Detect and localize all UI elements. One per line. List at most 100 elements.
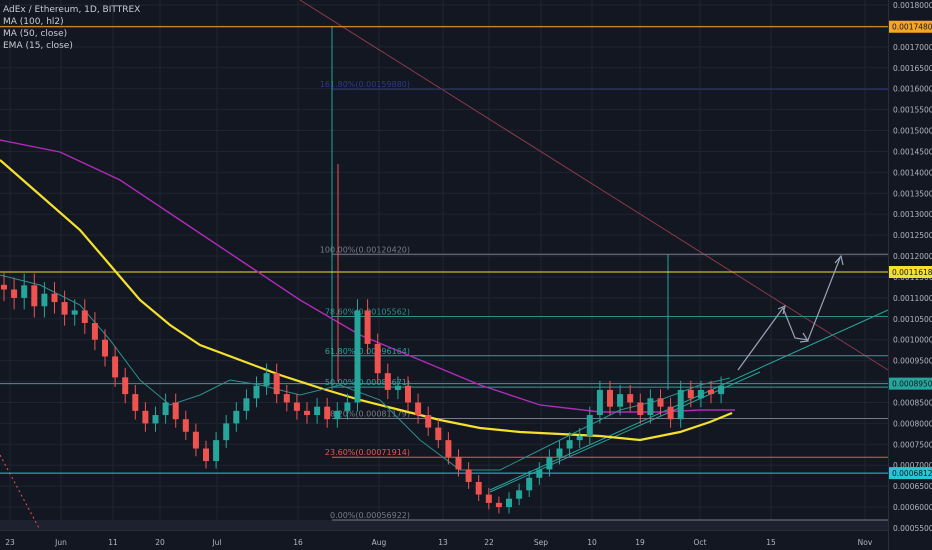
price-tags: 0.00174802 0.00116183 0.00089507 0.00068123 [889, 20, 932, 480]
trend-lines [0, 0, 889, 531]
price-tick-label: 0.00055000 [893, 524, 932, 533]
candle-body [182, 419, 189, 432]
candle-body [364, 310, 371, 344]
fib-label: 50.00%(0.00088671) [325, 378, 410, 387]
candle-body [51, 293, 58, 303]
candle-body [81, 310, 88, 323]
time-tick-label: Jul [211, 538, 221, 547]
fib-label: 0.00%(0.00056922) [330, 511, 410, 520]
ma50-legend[interactable]: MA (50, close) [3, 29, 68, 39]
ascending-trendline-2 [489, 371, 761, 493]
shaded-zone [0, 519, 888, 530]
ma50-line [0, 274, 731, 471]
arrow-head-3 [834, 254, 844, 266]
candle-body [233, 410, 240, 424]
candle-body [445, 440, 452, 457]
bottom-shade [0, 519, 888, 530]
candle-body [536, 469, 543, 478]
symbol-title[interactable]: AdEx / Ethereum, 1D, BITTREX [3, 5, 141, 15]
candle-body [122, 377, 129, 395]
time-tick-label: Aug [372, 538, 387, 547]
candle-body [475, 481, 482, 495]
candle-body [102, 339, 108, 357]
time-tick-label: 11 [108, 538, 118, 547]
candle-body [293, 402, 300, 411]
time-axis-bg [0, 530, 888, 550]
candle-body [516, 490, 523, 499]
time-tick-label: 15 [766, 538, 776, 547]
candle-body [91, 322, 98, 340]
candle-body [334, 410, 341, 420]
candle-body [21, 285, 28, 298]
candle-body [172, 402, 179, 420]
candle-body [324, 406, 331, 420]
time-tick-label: 19 [635, 538, 645, 547]
candle-body [142, 410, 149, 424]
candle-body [354, 310, 361, 403]
candle-body [304, 410, 310, 416]
candle-body [152, 415, 159, 424]
time-tick-label: Sep [534, 538, 548, 547]
candle-body [415, 402, 422, 416]
fib-label: 161.80%(0.00159880) [320, 80, 410, 89]
time-tick-label: 16 [293, 538, 303, 547]
candle-body [697, 389, 704, 399]
candle-body [687, 389, 694, 399]
fib-label: 100.00%(0.00120420) [320, 245, 410, 254]
candle-body [556, 448, 563, 457]
candle-body [344, 402, 351, 411]
arrow-head-2 [799, 332, 810, 343]
candle-body [192, 431, 199, 449]
candle-body [596, 389, 603, 416]
candle-body [384, 373, 391, 390]
price-tag-label: 0.00116183 [892, 268, 932, 277]
candle-body [223, 423, 230, 441]
candle-body [41, 293, 48, 307]
ema15-legend[interactable]: EMA (15, close) [3, 41, 73, 51]
descending-trendline [299, 0, 889, 371]
time-tick-label: 10 [587, 538, 597, 547]
time-tick-label: 13 [438, 538, 448, 547]
candle-body [112, 356, 119, 378]
candle-body [273, 373, 280, 395]
candle-body [627, 394, 634, 403]
candle-body [61, 302, 68, 315]
candle-body [506, 498, 512, 508]
time-tick-label: 23 [5, 538, 15, 547]
time-tick-label: Jun [54, 538, 67, 547]
ma100-legend[interactable]: MA (100, hl2) [3, 17, 64, 27]
dotted-trendline [0, 454, 41, 531]
candle-body [708, 389, 714, 395]
projection-arrows [737, 254, 844, 371]
candle-body [132, 394, 139, 411]
candle-body [405, 385, 411, 403]
time-tick-label: Oct [694, 538, 707, 547]
candle-body [71, 310, 78, 315]
candle-body [31, 285, 38, 307]
candle-body [617, 394, 624, 407]
candle-body [374, 343, 381, 374]
candle-body [425, 415, 432, 428]
price-tag-label: 0.00068123 [892, 469, 932, 478]
time-axis[interactable]: 23 Jun 11 20 Jul 16 Aug 13 22 Sep 10 19 Oct 15 Nov [0, 530, 888, 550]
price-tag [889, 467, 932, 480]
price-tag [889, 20, 932, 33]
candle-body [586, 415, 593, 436]
